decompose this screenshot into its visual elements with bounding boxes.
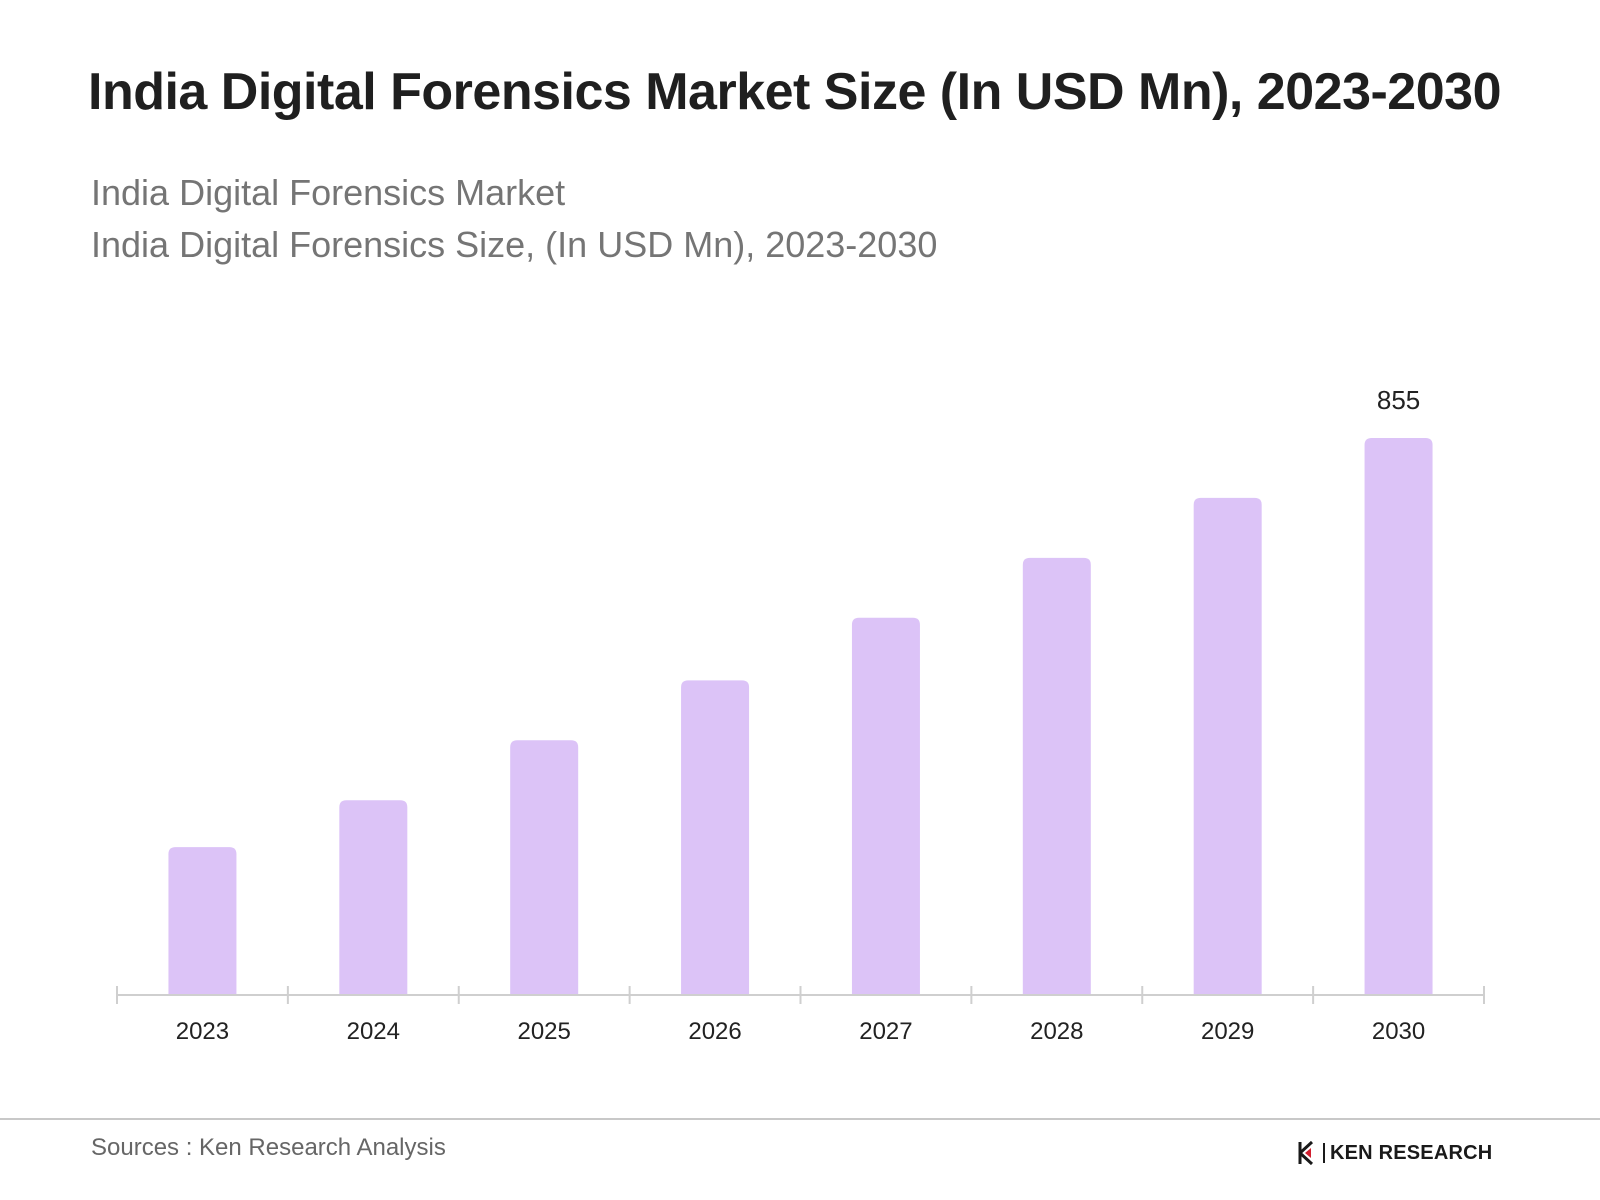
x-tick-label: 2028: [1030, 1018, 1083, 1045]
logo-text: KEN RESEARCH: [1330, 1141, 1493, 1164]
ken-research-logo: KEN RESEARCH: [1298, 1138, 1492, 1168]
bar-2026: [681, 680, 750, 995]
labels-group: 2023 2024 2025 2026 2027 2028 2029 2030 855: [176, 385, 1426, 1045]
bar-2029: [1193, 497, 1262, 995]
x-axis: [116, 986, 1485, 1004]
x-tick-label: 2026: [688, 1018, 741, 1045]
x-tick-label: 2030: [1372, 1018, 1425, 1045]
chart-subtitle-line1: India Digital Forensics Market: [91, 172, 566, 213]
logo-separator: [1323, 1143, 1325, 1163]
bar-2024: [339, 800, 408, 995]
x-tick-label: 2024: [347, 1018, 400, 1045]
bar-chart: 2023 2024 2025 2026 2027 2028 2029 2030 855: [116, 385, 1485, 1045]
source-note: Sources : Ken Research Analysis: [91, 1134, 446, 1161]
data-label-2030: 855: [1377, 385, 1420, 415]
bar-2030: [1364, 438, 1433, 995]
chart-title: India Digital Forensics Market Size (In …: [88, 63, 1501, 121]
footer-divider: [0, 1118, 1600, 1120]
bars-group: [168, 438, 1433, 995]
x-tick-label: 2023: [176, 1018, 229, 1045]
bar-2023: [168, 847, 237, 995]
x-tick-label: 2025: [517, 1018, 570, 1045]
bar-2025: [510, 740, 579, 995]
x-tick-label: 2027: [859, 1018, 912, 1045]
logo-k-icon: [1298, 1140, 1314, 1166]
x-tick-label: 2029: [1201, 1018, 1254, 1045]
bar-2027: [851, 617, 920, 995]
chart-subtitle-line2: India Digital Forensics Size, (In USD Mn…: [91, 224, 938, 265]
bar-2028: [1022, 557, 1091, 995]
